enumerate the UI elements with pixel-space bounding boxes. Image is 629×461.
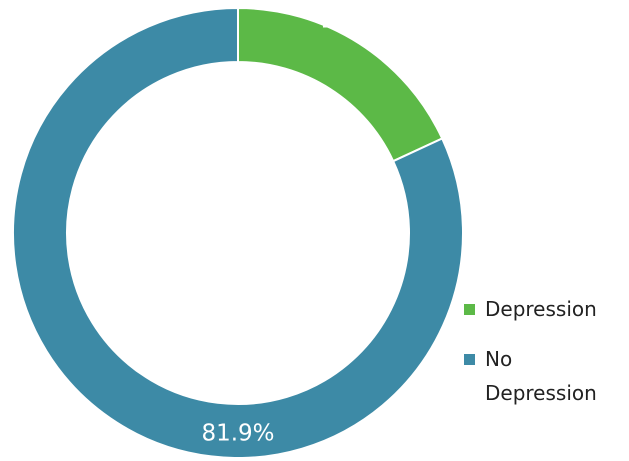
legend-label-no-depression: No Depression: [485, 347, 597, 405]
data-label-depression: 18.1%: [320, 8, 393, 34]
chart-legend: Depression No Depression: [464, 292, 624, 426]
legend-item-no-depression: No Depression: [464, 342, 624, 410]
donut-slice-no-depression: [12, 6, 464, 459]
legend-item-depression: Depression: [464, 292, 624, 326]
data-label-no-depression: 81.9%: [201, 421, 274, 447]
legend-swatch-no-depression: [464, 354, 475, 365]
legend-swatch-depression: [464, 304, 475, 315]
legend-label-depression: Depression: [485, 297, 597, 321]
